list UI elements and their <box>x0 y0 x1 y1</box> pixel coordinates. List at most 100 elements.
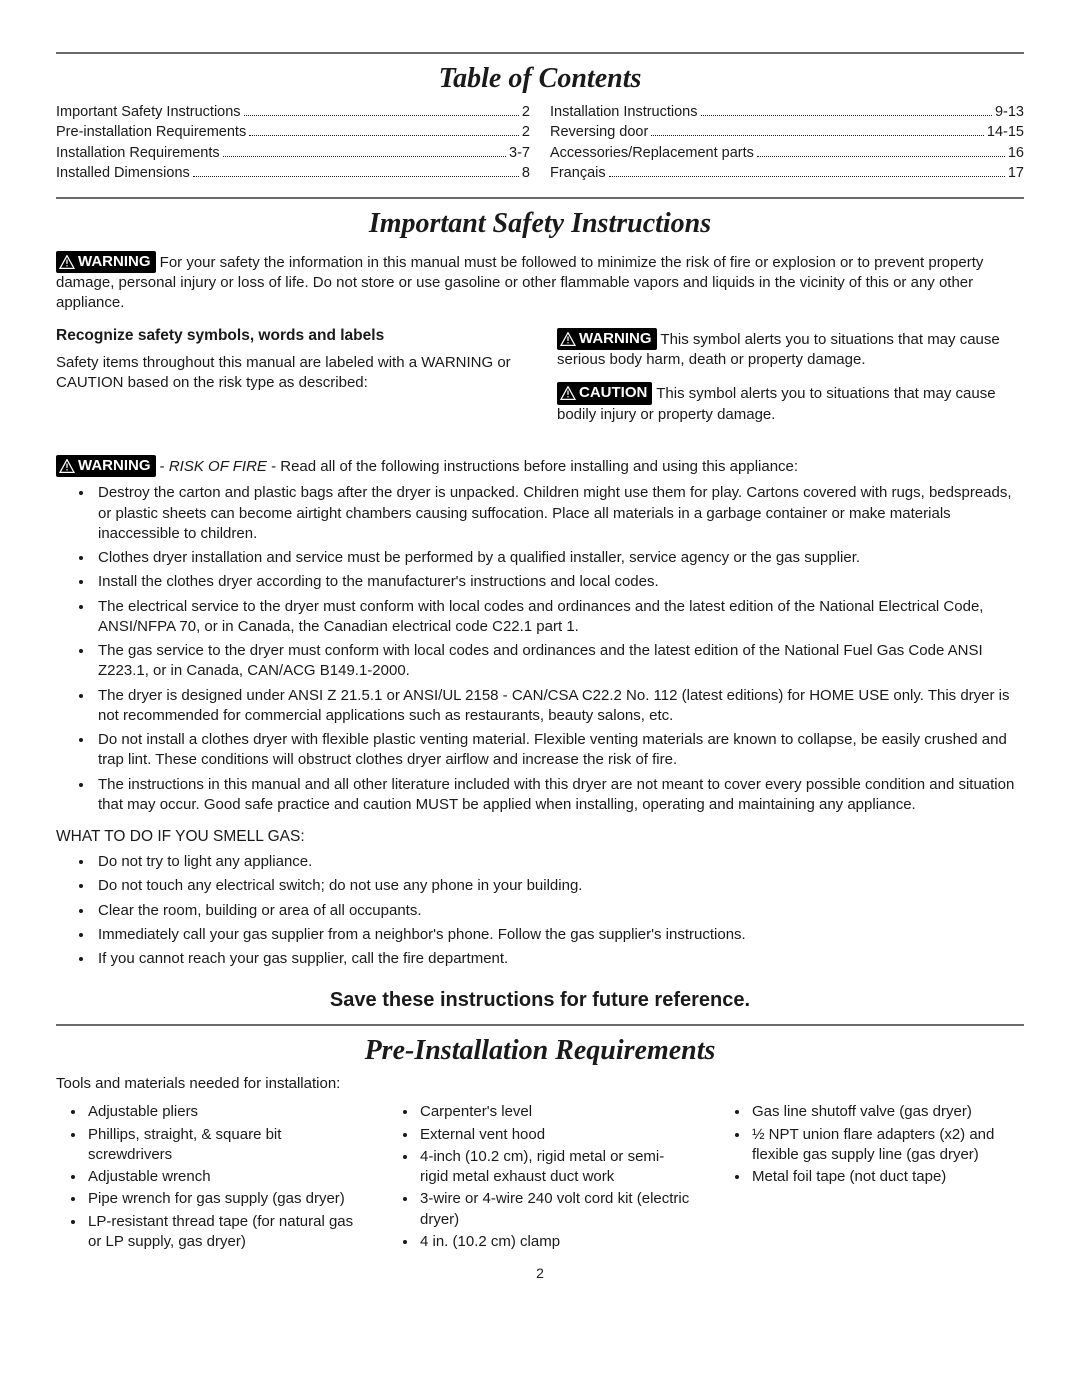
risk-of-fire-line: WARNING - RISK OF FIRE - Read all of the… <box>56 453 1024 477</box>
toc-left-col: Important Safety Instructions 2Pre-insta… <box>56 102 530 185</box>
list-item: Do not touch any electrical switch; do n… <box>94 876 1024 896</box>
list-item: The instructions in this manual and all … <box>94 775 1024 816</box>
risk-label: RISK OF FIRE <box>169 458 267 475</box>
risk-suffix: - Read all of the following instructions… <box>267 458 798 475</box>
toc-dots <box>651 135 984 136</box>
save-instructions: Save these instructions for future refer… <box>56 987 1024 1014</box>
tools-col-2: Carpenter's level External vent hood4-inc… <box>388 1100 692 1254</box>
warning-label: WARNING <box>78 456 151 476</box>
list-item: Gas line shutoff valve (gas dryer) <box>750 1102 1024 1122</box>
caution-badge: CAUTION <box>557 382 652 404</box>
toc-right-col: Installation Instructions 9-13Reversing … <box>550 102 1024 185</box>
toc-page: 14-15 <box>987 123 1024 143</box>
toc-label: Installation Requirements <box>56 144 220 164</box>
toc-label: Accessories/Replacement parts <box>550 144 754 164</box>
toc-label: Installed Dimensions <box>56 164 190 184</box>
toc-entry: Accessories/Replacement parts 16 <box>550 144 1024 164</box>
list-item: 4-inch (10.2 cm), rigid metal or semi-ri… <box>418 1147 692 1188</box>
toc-entry: Reversing door 14-15 <box>550 123 1024 143</box>
page-number: 2 <box>56 1264 1024 1283</box>
toc-dots <box>757 156 1005 157</box>
recognize-body: Safety items throughout this manual are … <box>56 353 523 394</box>
toc-dots <box>609 176 1005 177</box>
safety-symbols-row: Recognize safety symbols, words and labe… <box>56 326 1024 435</box>
risk-prefix: - <box>156 458 169 475</box>
toc-page: 9-13 <box>995 103 1024 123</box>
list-item: Destroy the carton and plastic bags afte… <box>94 483 1024 544</box>
list-item: 4 in. (10.2 cm) clamp <box>418 1232 692 1252</box>
toc-page: 16 <box>1008 144 1024 164</box>
safety-intro: WARNING For your safety the information … <box>56 249 1024 314</box>
list-item: The gas service to the dryer must confor… <box>94 641 1024 682</box>
list-item: Do not try to light any appliance. <box>94 852 1024 872</box>
list-item: Install the clothes dryer according to t… <box>94 572 1024 592</box>
list-item: Do not install a clothes dryer with flex… <box>94 730 1024 771</box>
warning-icon <box>59 255 75 269</box>
toc-label: Pre-installation Requirements <box>56 123 246 143</box>
toc-page: 3-7 <box>509 144 530 164</box>
list-item: Clothes dryer installation and service m… <box>94 548 1024 568</box>
list-item: Phillips, straight, & square bit screwdr… <box>86 1125 360 1166</box>
toc: Important Safety Instructions 2Pre-insta… <box>56 102 1024 185</box>
list-item: Clear the room, building or area of all … <box>94 901 1024 921</box>
list-item: The dryer is designed under ANSI Z 21.5.… <box>94 686 1024 727</box>
toc-label: Installation Instructions <box>550 103 698 123</box>
toc-entry: Pre-installation Requirements 2 <box>56 123 530 143</box>
warning-badge: WARNING <box>56 455 156 477</box>
safety-intro-text: For your safety the information in this … <box>56 254 983 312</box>
toc-entry: Important Safety Instructions 2 <box>56 103 530 123</box>
warning-label: WARNING <box>78 252 151 272</box>
preinstall-title: Pre-Installation Requirements <box>56 1032 1024 1070</box>
tools-columns: Adjustable pliers Phillips, straight, & s… <box>56 1100 1024 1254</box>
smell-gas-bullets: Do not try to light any appliance. Do not… <box>56 852 1024 969</box>
toc-dots <box>193 176 519 177</box>
recognize-head: Recognize safety symbols, words and labe… <box>56 326 523 347</box>
warning-icon <box>560 386 576 400</box>
list-item: Adjustable pliers <box>86 1102 360 1122</box>
list-item: The electrical service to the dryer must… <box>94 597 1024 638</box>
list-item: LP-resistant thread tape (for natural ga… <box>86 1212 360 1253</box>
list-item: Pipe wrench for gas supply (gas dryer) <box>86 1189 360 1209</box>
warning-symbol-desc: WARNING This symbol alerts you to situat… <box>557 326 1024 371</box>
warning-badge: WARNING <box>557 328 657 350</box>
tools-head: Tools and materials needed for installat… <box>56 1074 1024 1094</box>
toc-dots <box>249 135 519 136</box>
toc-label: Reversing door <box>550 123 648 143</box>
list-item: Metal foil tape (not duct tape) <box>750 1167 1024 1187</box>
warning-badge: WARNING <box>56 251 156 273</box>
list-item: Carpenter's level <box>418 1102 692 1122</box>
safety-title: Important Safety Instructions <box>56 205 1024 243</box>
toc-page: 2 <box>522 103 530 123</box>
list-item: External vent hood <box>418 1125 692 1145</box>
smell-gas-head: WHAT TO DO IF YOU SMELL GAS: <box>56 827 1024 848</box>
caution-symbol-desc: CAUTION This symbol alerts you to situat… <box>557 380 1024 425</box>
toc-page: 2 <box>522 123 530 143</box>
toc-dots <box>223 156 506 157</box>
divider-preinstall-top <box>56 1024 1024 1026</box>
list-item: If you cannot reach your gas supplier, c… <box>94 949 1024 969</box>
toc-label: Français <box>550 164 606 184</box>
tools-col-3: Gas line shutoff valve (gas dryer) ½ NPT … <box>720 1100 1024 1254</box>
toc-entry: Français 17 <box>550 164 1024 184</box>
tools-col-1: Adjustable pliers Phillips, straight, & s… <box>56 1100 360 1254</box>
divider-top <box>56 52 1024 54</box>
toc-dots <box>701 115 992 116</box>
toc-title: Table of Contents <box>56 60 1024 98</box>
list-item: Immediately call your gas supplier from … <box>94 925 1024 945</box>
list-item: 3-wire or 4-wire 240 volt cord kit (elec… <box>418 1189 692 1230</box>
caution-label: CAUTION <box>579 383 647 403</box>
toc-page: 8 <box>522 164 530 184</box>
list-item: ½ NPT union flare adapters (x2) and flex… <box>750 1125 1024 1166</box>
divider-safety-top <box>56 197 1024 199</box>
toc-entry: Installation Requirements 3-7 <box>56 144 530 164</box>
warning-icon <box>59 459 75 473</box>
toc-entry: Installation Instructions 9-13 <box>550 103 1024 123</box>
safety-bullets: Destroy the carton and plastic bags afte… <box>56 483 1024 815</box>
warning-label: WARNING <box>579 329 652 349</box>
list-item: Adjustable wrench <box>86 1167 360 1187</box>
toc-page: 17 <box>1008 164 1024 184</box>
toc-label: Important Safety Instructions <box>56 103 241 123</box>
warning-icon <box>560 332 576 346</box>
toc-entry: Installed Dimensions 8 <box>56 164 530 184</box>
toc-dots <box>244 115 519 116</box>
